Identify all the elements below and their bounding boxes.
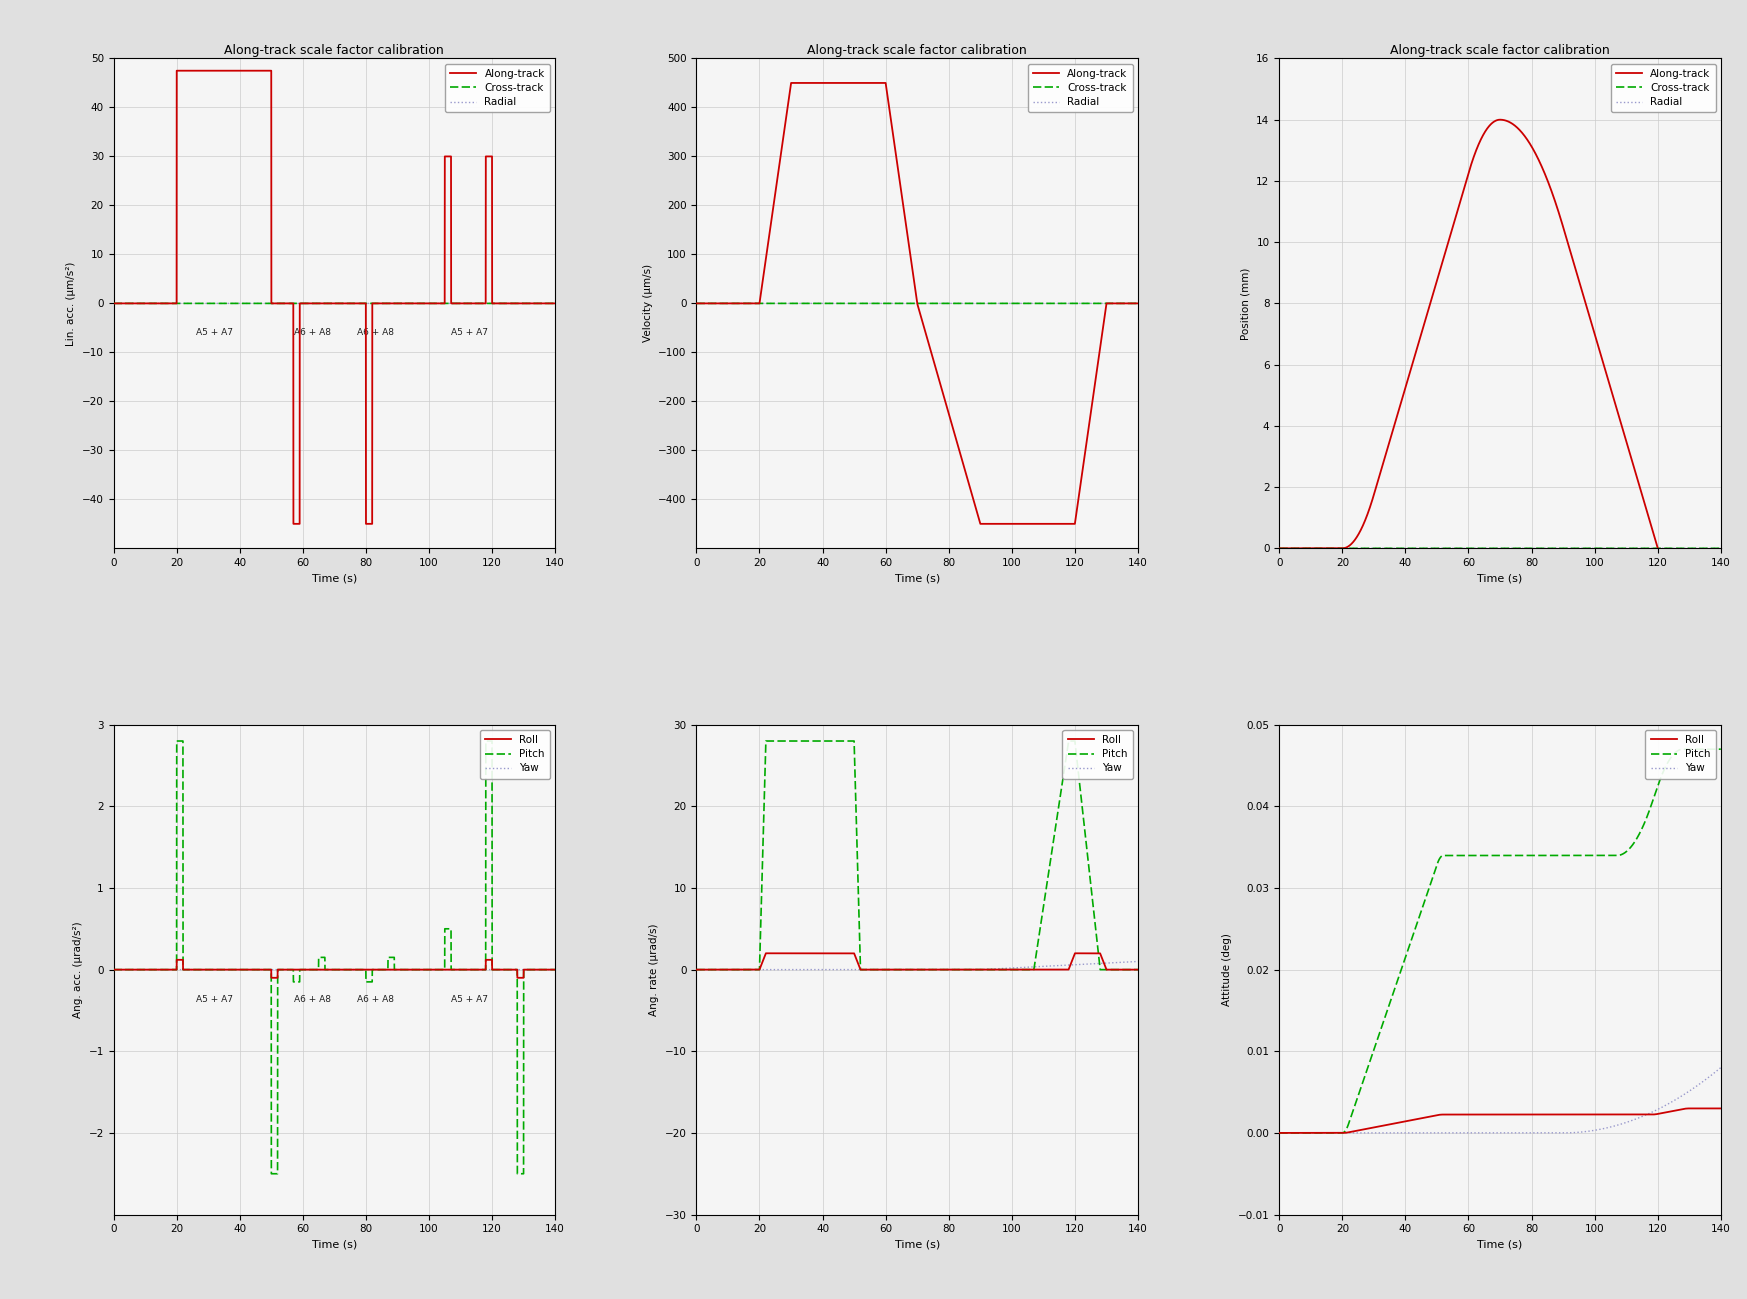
Legend: Along-track, Cross-track, Radial: Along-track, Cross-track, Radial xyxy=(1611,64,1716,113)
X-axis label: Time (s): Time (s) xyxy=(311,574,356,583)
Y-axis label: Attitude (deg): Attitude (deg) xyxy=(1223,933,1232,1005)
Title: Along-track scale factor calibration: Along-track scale factor calibration xyxy=(1391,44,1611,57)
Text: A6 + A8: A6 + A8 xyxy=(356,995,393,1004)
Text: A6 + A8: A6 + A8 xyxy=(293,329,330,338)
Y-axis label: Position (mm): Position (mm) xyxy=(1240,268,1251,339)
X-axis label: Time (s): Time (s) xyxy=(311,1239,356,1250)
Text: A5 + A7: A5 + A7 xyxy=(451,329,489,338)
Legend: Roll, Pitch, Yaw: Roll, Pitch, Yaw xyxy=(1646,730,1716,778)
X-axis label: Time (s): Time (s) xyxy=(1478,1239,1523,1250)
Y-axis label: Lin. acc. (μm/s²): Lin. acc. (μm/s²) xyxy=(66,261,77,346)
Y-axis label: Velocity (μm/s): Velocity (μm/s) xyxy=(643,264,653,343)
Y-axis label: Ang. rate (μrad/s): Ang. rate (μrad/s) xyxy=(650,924,659,1016)
Legend: Roll, Pitch, Yaw: Roll, Pitch, Yaw xyxy=(480,730,550,778)
Title: Along-track scale factor calibration: Along-track scale factor calibration xyxy=(807,44,1027,57)
Title: Along-track scale factor calibration: Along-track scale factor calibration xyxy=(224,44,444,57)
Y-axis label: Ang. acc. (μrad/s²): Ang. acc. (μrad/s²) xyxy=(73,921,82,1018)
Text: A5 + A7: A5 + A7 xyxy=(451,995,489,1004)
Text: A6 + A8: A6 + A8 xyxy=(293,995,330,1004)
Text: A5 + A7: A5 + A7 xyxy=(196,329,232,338)
X-axis label: Time (s): Time (s) xyxy=(1478,574,1523,583)
Text: A5 + A7: A5 + A7 xyxy=(196,995,232,1004)
Legend: Roll, Pitch, Yaw: Roll, Pitch, Yaw xyxy=(1062,730,1132,778)
Text: A6 + A8: A6 + A8 xyxy=(356,329,393,338)
Legend: Along-track, Cross-track, Radial: Along-track, Cross-track, Radial xyxy=(445,64,550,113)
X-axis label: Time (s): Time (s) xyxy=(894,1239,940,1250)
X-axis label: Time (s): Time (s) xyxy=(894,574,940,583)
Legend: Along-track, Cross-track, Radial: Along-track, Cross-track, Radial xyxy=(1027,64,1132,113)
